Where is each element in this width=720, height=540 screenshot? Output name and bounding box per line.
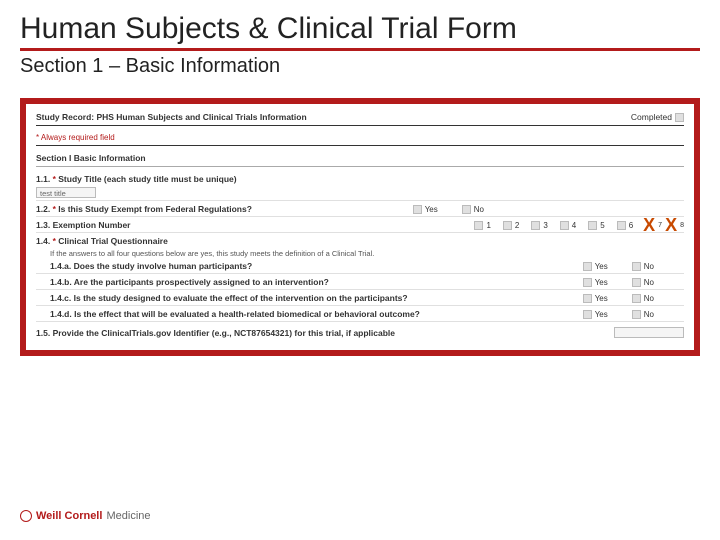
completed-wrap: Completed bbox=[631, 112, 684, 122]
q14c-no[interactable] bbox=[632, 294, 641, 303]
q14c-label: 1.4.c. Is the study designed to evaluate… bbox=[36, 293, 583, 303]
required-note: * Always required field bbox=[36, 130, 684, 146]
annotation-x-2: X bbox=[665, 220, 677, 230]
logo-brand2: Medicine bbox=[103, 510, 150, 522]
logo-brand1: Weill Cornell bbox=[36, 510, 102, 522]
q12-row: 1.2. * Is this Study Exempt from Federal… bbox=[36, 201, 684, 217]
q14d-yes[interactable] bbox=[583, 310, 592, 319]
q14b-yes[interactable] bbox=[583, 278, 592, 287]
footer-logo: Weill Cornell Medicine bbox=[20, 510, 151, 522]
q14d-label: 1.4.d. Is the effect that will be evalua… bbox=[36, 309, 583, 319]
completed-label: Completed bbox=[631, 112, 672, 122]
section-head: Section I Basic Information bbox=[36, 150, 684, 167]
q15-input[interactable] bbox=[614, 327, 684, 338]
q13-opt-4[interactable] bbox=[560, 221, 569, 230]
q14b-no[interactable] bbox=[632, 278, 641, 287]
q11-label: 1.1. * Study Title (each study title mus… bbox=[36, 174, 684, 184]
q14a-yes[interactable] bbox=[583, 262, 592, 271]
logo-seal-icon bbox=[20, 510, 32, 522]
q14-note: If the answers to all four questions bel… bbox=[36, 246, 684, 258]
q13-label: 1.3. Exemption Number bbox=[36, 220, 474, 230]
q14d-row: 1.4.d. Is the effect that will be evalua… bbox=[36, 306, 684, 322]
q13-row: 1.3. Exemption Number 1 2 3 4 5 6 X 7 X … bbox=[36, 217, 684, 233]
q12-options: Yes No bbox=[413, 205, 484, 214]
q14c-row: 1.4.c. Is the study designed to evaluate… bbox=[36, 290, 684, 306]
slide-subtitle: Section 1 – Basic Information bbox=[0, 51, 720, 88]
q14c-yes[interactable] bbox=[583, 294, 592, 303]
q13-opt-5[interactable] bbox=[588, 221, 597, 230]
q15-row: 1.5. Provide the ClinicalTrials.gov Iden… bbox=[36, 324, 684, 340]
q14-row: 1.4. * Clinical Trial Questionnaire If t… bbox=[36, 233, 684, 324]
q12-label: 1.2. * Is this Study Exempt from Federal… bbox=[36, 204, 413, 214]
q11-row: 1.1. * Study Title (each study title mus… bbox=[36, 171, 684, 201]
study-record-title: Study Record: PHS Human Subjects and Cli… bbox=[36, 112, 307, 122]
annotation-x-1: X bbox=[643, 220, 655, 230]
slide-title: Human Subjects & Clinical Trial Form bbox=[0, 0, 720, 48]
q14-label: 1.4. * Clinical Trial Questionnaire bbox=[36, 236, 684, 246]
q14d-no[interactable] bbox=[632, 310, 641, 319]
q14b-label: 1.4.b. Are the participants prospectivel… bbox=[36, 277, 583, 287]
q13-opt-3[interactable] bbox=[531, 221, 540, 230]
q13-opt-6[interactable] bbox=[617, 221, 626, 230]
q13-opt-2[interactable] bbox=[503, 221, 512, 230]
q12-yes-checkbox[interactable] bbox=[413, 205, 422, 214]
form-screenshot: Study Record: PHS Human Subjects and Cli… bbox=[20, 98, 700, 356]
completed-checkbox[interactable] bbox=[675, 113, 684, 122]
study-record-header: Study Record: PHS Human Subjects and Cli… bbox=[36, 112, 684, 126]
q11-input[interactable]: test title bbox=[36, 187, 96, 198]
q14a-row: 1.4.a. Does the study involve human part… bbox=[36, 258, 684, 274]
q14a-no[interactable] bbox=[632, 262, 641, 271]
q14a-label: 1.4.a. Does the study involve human part… bbox=[36, 261, 583, 271]
q14b-row: 1.4.b. Are the participants prospectivel… bbox=[36, 274, 684, 290]
q12-no-checkbox[interactable] bbox=[462, 205, 471, 214]
q13-opt-1[interactable] bbox=[474, 221, 483, 230]
q13-options: 1 2 3 4 5 6 X 7 X 8 bbox=[474, 220, 684, 230]
q15-label: 1.5. Provide the ClinicalTrials.gov Iden… bbox=[36, 328, 614, 338]
